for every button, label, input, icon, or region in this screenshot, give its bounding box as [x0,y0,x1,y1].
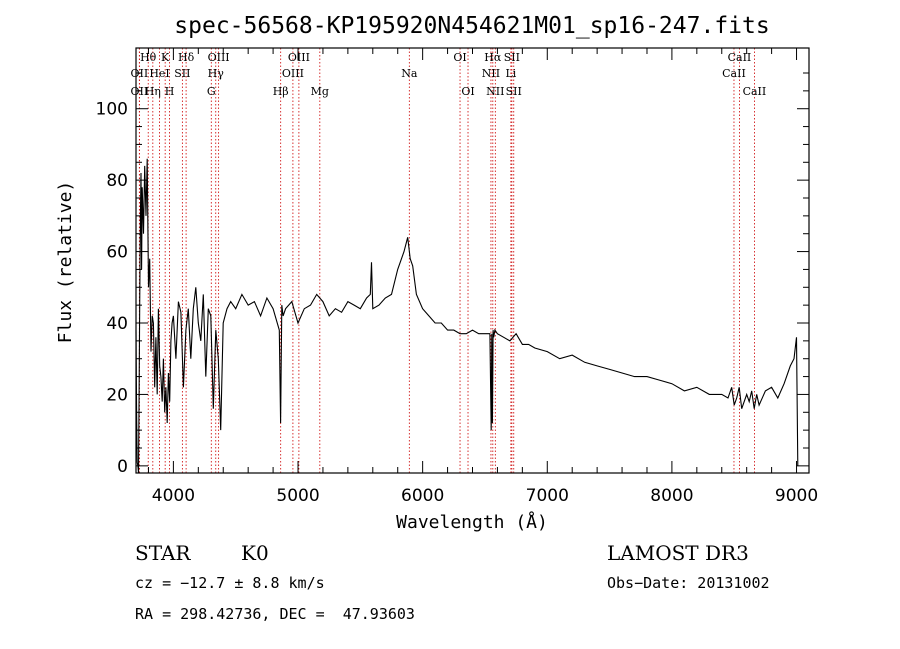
spectral-line-label: NII [486,85,504,98]
spectral-line-label: SII [174,67,190,80]
y-tick-label: 0 [117,457,128,477]
spectral-line-label: OI [453,51,466,64]
spectral-line-label: CaII [728,51,752,64]
spectral-line-label: SII [504,51,520,64]
spectral-line-label: Li [505,67,516,80]
spectral-line-label: NII [482,67,500,80]
y-axis-label: Flux (relative) [55,181,76,344]
spectral-line-label: G [207,85,216,98]
x-axis-label: Wavelength (Å) [396,511,548,533]
y-tick-label: 80 [106,171,128,191]
x-tick-label: 9000 [775,486,818,506]
y-tick-label: 60 [106,243,128,263]
spectral-line-label: CaII [722,67,746,80]
x-tick-label: 7000 [526,486,569,506]
spectral-line-label: OIII [282,67,304,80]
chart-title: spec-56568-KP195920N454621M01_sp16-247.f… [174,13,769,39]
y-tick-label: 40 [106,314,128,334]
spectral-line-label: Hη [145,85,161,98]
spectral-line-label: HeI [149,67,169,80]
object-subclass: K0 [241,541,269,565]
observation-date: Obs−Date: 20131002 [607,574,770,592]
spectral-line-label: Hγ [208,67,225,80]
spectral-line-label: Hδ [178,51,195,64]
flux-series-line [135,158,799,474]
plot-frame [135,47,810,474]
spectral-line-label: Na [401,67,418,80]
coordinates: RA = 298.42736, DEC = 47.93603 [135,605,415,623]
spectral-line-label: H [165,85,175,98]
spectral-line-label: OIII [288,51,310,64]
x-tick-label: 4000 [152,486,195,506]
survey-name: LAMOST DR3 [607,541,749,565]
y-axis-ticks: 0 20 40 60 80 100 [96,72,809,477]
spectral-line-label: OI [461,85,474,98]
y-tick-label: 20 [106,385,128,405]
x-tick-label: 6000 [401,486,444,506]
spectral-line-label: K [161,51,170,64]
spectral-line-label: OII [131,85,149,98]
spectral-line-label: SII [506,85,522,98]
spectral-line-label: Hα [484,51,502,64]
spectral-line-label: Hθ [140,51,157,64]
x-tick-label: 8000 [650,486,693,506]
spectral-line-label: Mg [311,85,329,98]
spectral-line-label: Hβ [273,85,289,98]
y-tick-label: 100 [96,100,128,120]
x-tick-label: 5000 [276,486,319,506]
spectral-line-label: CaII [743,85,767,98]
spectral-line-label: OIII [208,51,230,64]
spectral-line-markers [138,48,755,473]
x-axis-ticks: 4000 5000 6000 7000 8000 9000 [147,48,818,506]
redshift-velocity: cz = −12.7 ± 8.8 km/s [135,574,325,592]
object-class: STAR [135,541,191,565]
